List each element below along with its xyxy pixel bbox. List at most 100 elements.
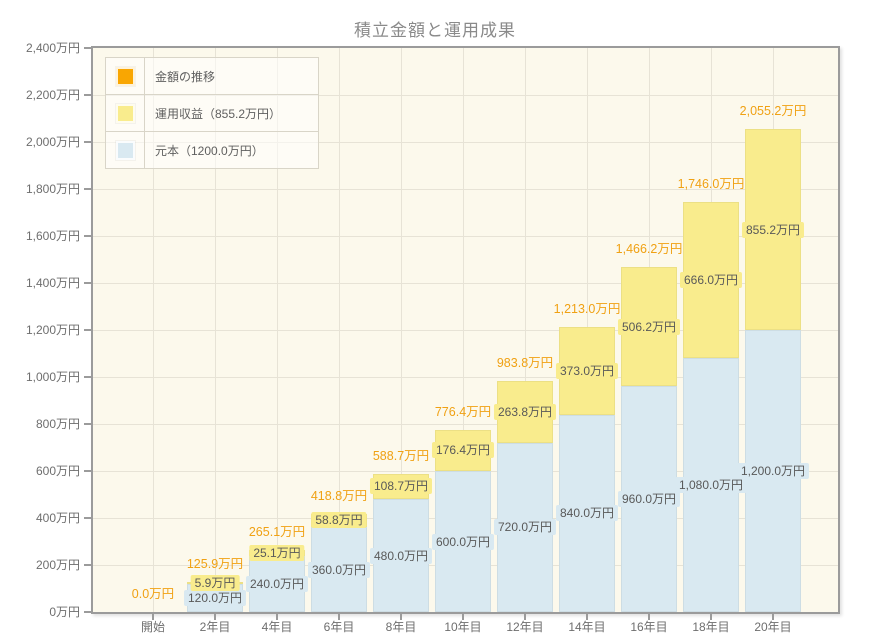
- legend-item-amount-transition[interactable]: 金額の推移: [106, 58, 318, 95]
- y-axis-tick-label: 1,200万円: [25, 323, 80, 337]
- investment-return-value-label: 58.8万円: [311, 512, 367, 529]
- investment-return-value-label: 25.1万円: [249, 544, 305, 561]
- grid-line-vertical: [277, 48, 278, 612]
- principal-value-label: 360.0万円: [307, 561, 371, 578]
- x-axis-tick-mark: [772, 614, 774, 620]
- grid-line-vertical: [153, 48, 154, 612]
- grid-line-horizontal: [93, 95, 838, 96]
- grid-line-horizontal: [93, 424, 838, 425]
- grid-line-horizontal: [93, 142, 838, 143]
- x-axis-tick-label: 16年目: [630, 620, 668, 634]
- total-value-label: 588.7万円: [372, 448, 430, 463]
- legend-swatch-cell: [106, 132, 145, 168]
- y-axis-tick-mark: [84, 94, 91, 96]
- y-axis-tick-mark: [84, 47, 91, 49]
- grid-line-vertical: [339, 48, 340, 612]
- grid-line-horizontal: [93, 236, 838, 237]
- total-value-label: 2,055.2万円: [739, 104, 807, 119]
- legend-swatch-cell: [106, 58, 145, 94]
- y-axis-tick-mark: [84, 564, 91, 566]
- y-axis-tick-label: 600万円: [35, 464, 80, 478]
- principal-value-label: 240.0万円: [245, 575, 309, 592]
- y-axis-tick-label: 400万円: [35, 511, 80, 525]
- principal-value-label: 480.0万円: [369, 547, 433, 564]
- principal-value-label: 1,200.0万円: [736, 463, 810, 479]
- x-axis-tick-mark: [586, 614, 588, 620]
- grid-line-vertical: [215, 48, 216, 612]
- principal-value-label: 120.0万円: [183, 589, 247, 606]
- x-axis-tick-mark: [214, 614, 216, 620]
- grid-line-horizontal: [93, 377, 838, 378]
- x-axis-tick-label: 20年目: [754, 620, 792, 634]
- y-axis-tick-mark: [84, 141, 91, 143]
- principal-swatch-icon: [115, 140, 135, 160]
- x-axis-tick-mark: [338, 614, 340, 620]
- y-axis-tick-mark: [84, 329, 91, 331]
- y-axis-tick-mark: [84, 423, 91, 425]
- total-value-label: 1,746.0万円: [677, 176, 745, 191]
- grid-line-vertical: [401, 48, 402, 612]
- x-axis-tick-mark: [648, 614, 650, 620]
- investment-return-value-label: 108.7万円: [369, 478, 433, 495]
- principal-value-label: 840.0万円: [555, 505, 619, 522]
- x-axis-tick-label: 2年目: [199, 620, 231, 634]
- y-axis-tick-label: 1,800万円: [25, 182, 80, 196]
- x-axis-tick-label: 6年目: [323, 620, 355, 634]
- x-axis-tick-label: 開始: [140, 620, 165, 634]
- grid-line-horizontal: [93, 330, 838, 331]
- principal-value-label: 1,080.0万円: [674, 477, 748, 494]
- investment-return-value-label: 506.2万円: [617, 318, 681, 335]
- y-axis-tick-mark: [84, 188, 91, 190]
- legend-item-label: 金額の推移: [155, 69, 216, 84]
- principal-value-label: 720.0万円: [493, 519, 557, 536]
- x-axis-tick-mark: [400, 614, 402, 620]
- y-axis-tick-mark: [84, 470, 91, 472]
- grid-line-vertical: [525, 48, 526, 612]
- x-axis-tick-mark: [462, 614, 464, 620]
- x-axis-tick-label: 10年目: [444, 620, 482, 634]
- y-axis-tick-label: 200万円: [35, 558, 80, 572]
- y-axis-tick-label: 2,000万円: [25, 135, 80, 149]
- total-value-label: 1,466.2万円: [615, 242, 683, 257]
- total-value-label: 0.0万円: [131, 587, 175, 601]
- y-axis-tick-mark: [84, 376, 91, 378]
- y-axis-tick-label: 1,400万円: [25, 276, 80, 290]
- plot-area: 0.0万円 120.0万円 5.9万円 125.9万円 240.0万円 25.1万円 265…: [91, 46, 840, 614]
- legend-item-label: 運用収益（855.2万円）: [155, 106, 282, 121]
- grid-line-horizontal: [93, 283, 838, 284]
- y-axis-tick-mark: [84, 517, 91, 519]
- y-axis-tick-mark: [84, 235, 91, 237]
- y-axis-tick-mark: [84, 611, 91, 613]
- investment-return-value-label: 5.9万円: [190, 575, 240, 592]
- principal-value-label: 960.0万円: [617, 491, 681, 508]
- y-axis-tick-mark: [84, 282, 91, 284]
- legend-item-principal[interactable]: 元本（1200.0万円）: [106, 132, 318, 168]
- x-axis-tick-mark: [524, 614, 526, 620]
- chart-title: 積立金額と運用成果: [354, 21, 516, 40]
- y-axis-tick-label: 1,600万円: [25, 229, 80, 243]
- investment-return-value-label: 855.2万円: [741, 221, 805, 238]
- investment-return-value-label: 373.0万円: [555, 362, 619, 379]
- total-value-label: 265.1万円: [248, 524, 306, 539]
- principal-value-label: 600.0万円: [431, 533, 495, 550]
- x-axis-tick-label: 14年目: [568, 620, 606, 634]
- total-value-label: 776.4万円: [434, 404, 492, 419]
- x-axis-tick-label: 18年目: [692, 620, 730, 634]
- investment-return-value-label: 666.0万円: [679, 271, 743, 288]
- x-axis-tick-label: 4年目: [261, 620, 293, 634]
- amount-transition-swatch-icon: [115, 66, 135, 86]
- total-value-label: 1,213.0万円: [553, 301, 621, 316]
- x-axis-tick-label: 8年目: [385, 620, 417, 634]
- total-value-label: 418.8万円: [310, 488, 368, 503]
- legend-swatch-cell: [106, 95, 145, 131]
- y-axis-tick-label: 0万円: [49, 605, 80, 619]
- legend-item-investment-return[interactable]: 運用収益（855.2万円）: [106, 95, 318, 132]
- total-value-label: 983.8万円: [496, 355, 554, 370]
- grid-line-horizontal: [93, 189, 838, 190]
- y-axis-tick-label: 2,200万円: [25, 88, 80, 102]
- x-axis-tick-label: 12年目: [506, 620, 544, 634]
- x-axis-tick-mark: [276, 614, 278, 620]
- y-axis-tick-label: 800万円: [35, 417, 80, 431]
- y-axis-tick-label: 1,000万円: [25, 370, 80, 384]
